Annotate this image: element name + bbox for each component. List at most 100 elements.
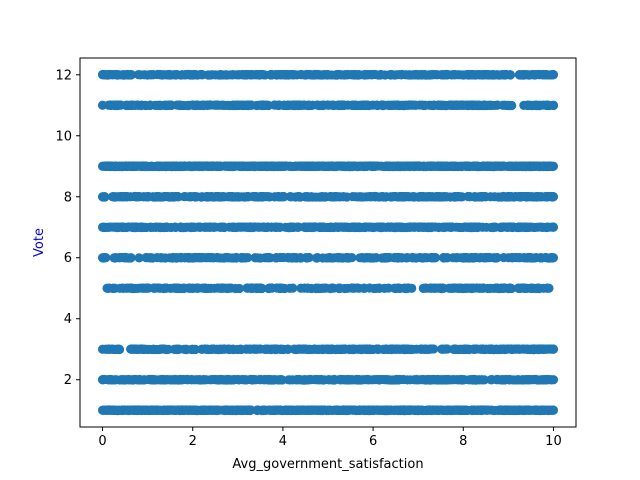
data-point (425, 375, 435, 385)
data-point (306, 375, 316, 385)
data-point (287, 253, 297, 263)
x-tick-label: 4 (279, 434, 287, 449)
data-point (530, 374, 540, 385)
x-tick-label: 2 (189, 434, 197, 449)
data-point (148, 405, 158, 415)
data-point (263, 283, 274, 294)
data-point (322, 161, 332, 171)
data-point (170, 283, 180, 293)
data-point (209, 100, 219, 110)
data-point (134, 253, 144, 263)
data-point (297, 344, 307, 354)
data-point (367, 70, 377, 80)
data-point (402, 375, 412, 385)
data-point (127, 344, 137, 354)
data-point (522, 100, 532, 110)
data-point (524, 405, 534, 415)
data-point (543, 222, 554, 232)
data-point (145, 100, 155, 111)
data-point (536, 344, 547, 354)
data-point (229, 222, 239, 232)
data-point (153, 100, 163, 111)
data-point (125, 253, 135, 263)
data-point (243, 405, 253, 415)
data-point (130, 100, 141, 110)
data-point (215, 253, 226, 263)
data-point (487, 375, 497, 385)
data-point (232, 344, 242, 355)
data-point (414, 222, 424, 232)
data-point (286, 192, 296, 202)
data-point (411, 253, 421, 263)
data-point (525, 253, 536, 263)
data-point (138, 192, 148, 202)
data-point (223, 252, 233, 263)
data-point (147, 253, 158, 263)
data-point (326, 192, 336, 202)
data-point (186, 161, 196, 172)
data-point (165, 69, 175, 80)
data-point (377, 222, 387, 233)
x-tick-label: 10 (545, 434, 562, 449)
data-point (247, 100, 257, 110)
data-point (108, 192, 118, 202)
data-point (164, 100, 174, 110)
data-point (252, 405, 262, 416)
data-point (248, 70, 258, 80)
data-point (337, 374, 347, 385)
data-point (468, 283, 478, 293)
data-point (328, 375, 338, 385)
data-point (256, 375, 266, 385)
data-point (220, 405, 230, 416)
data-point (224, 374, 234, 385)
data-points (97, 69, 559, 416)
data-point (168, 253, 178, 263)
data-point (279, 161, 289, 171)
data-point (279, 100, 289, 111)
data-point (334, 69, 344, 80)
data-point (409, 192, 419, 202)
data-point (251, 344, 261, 354)
data-point (260, 222, 270, 232)
data-point (413, 405, 423, 415)
data-point (263, 252, 273, 263)
data-point (538, 161, 549, 171)
data-point (355, 253, 365, 263)
data-point (403, 405, 413, 415)
data-point (323, 70, 333, 80)
y-tick-label: 12 (55, 68, 72, 83)
data-point (304, 222, 314, 232)
data-point (279, 69, 289, 80)
data-point (390, 405, 401, 415)
data-point (412, 70, 422, 80)
data-point (485, 192, 496, 202)
x-tick-label: 8 (459, 434, 467, 449)
data-point (347, 100, 358, 111)
data-point (265, 405, 275, 415)
data-point (489, 344, 499, 355)
data-point (453, 191, 463, 202)
data-point (309, 161, 319, 171)
data-point (367, 375, 377, 385)
data-point (249, 192, 259, 202)
data-point (162, 222, 172, 232)
data-point (277, 375, 287, 385)
data-point (204, 222, 214, 232)
data-point (522, 374, 532, 385)
data-point (372, 100, 383, 111)
data-point (386, 375, 396, 385)
data-point (217, 222, 227, 232)
data-point (462, 100, 472, 111)
data-point (425, 405, 435, 415)
data-point (196, 69, 206, 80)
data-point (323, 344, 334, 354)
data-point (117, 252, 127, 263)
data-point (148, 375, 159, 385)
data-point (526, 192, 537, 202)
data-point (352, 374, 362, 385)
data-point (247, 283, 257, 294)
data-point (477, 192, 487, 202)
data-point (213, 70, 224, 80)
data-point (537, 192, 547, 202)
data-point (504, 100, 514, 111)
